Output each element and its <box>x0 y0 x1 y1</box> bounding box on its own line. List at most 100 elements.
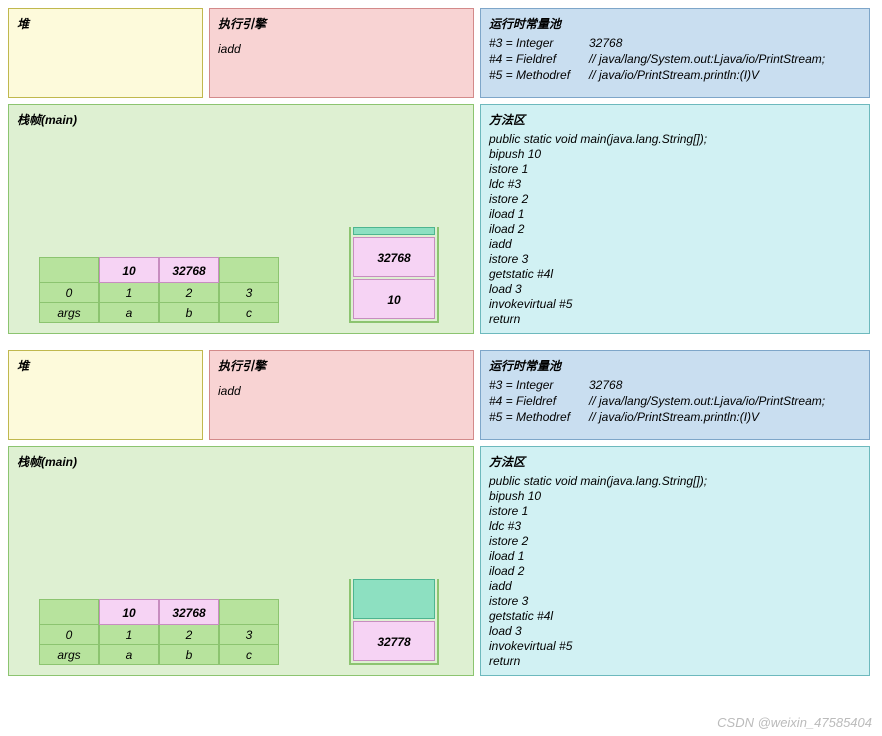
pool-key: #5 = Methodref <box>489 68 589 82</box>
lvt-name: c <box>219 645 279 665</box>
bytecode-line: iadd <box>489 237 861 252</box>
bytecode-line: istore 1 <box>489 504 861 519</box>
operand-cell <box>353 579 435 619</box>
pool-val: // java/lang/System.out:Ljava/io/PrintSt… <box>589 394 825 408</box>
heap-title: 堆 <box>17 15 194 32</box>
lvt-name: args <box>39 645 99 665</box>
bytecode-line: istore 3 <box>489 594 861 609</box>
bytecode-line: bipush 10 <box>489 489 861 504</box>
pool-entry: #3 = Integer 32768 <box>489 378 861 392</box>
stack-title: 栈帧(main) <box>17 111 465 128</box>
lvt-index: 0 <box>39 625 99 645</box>
bytecode-line: ldc #3 <box>489 177 861 192</box>
bytecode-line: getstatic #4l <box>489 609 861 624</box>
bytecode-line: iload 1 <box>489 549 861 564</box>
constant-pool-box: 运行时常量池 #3 = Integer 32768 #4 = Fieldref … <box>480 350 870 440</box>
lvt-index: 1 <box>99 283 159 303</box>
pool-entry: #5 = Methodref // java/io/PrintStream.pr… <box>489 410 861 424</box>
lvt-value: 10 <box>99 599 159 625</box>
method-area-box: 方法区public static void main(java.lang.Str… <box>480 446 870 676</box>
pool-key: #4 = Fieldref <box>489 52 589 66</box>
bytecode-line: iload 1 <box>489 207 861 222</box>
pool-val: // java/io/PrintStream.println:(I)V <box>589 68 759 82</box>
pool-title: 运行时常量池 <box>489 15 861 32</box>
lvt-slot: 327682b <box>159 257 219 323</box>
method-area-box: 方法区public static void main(java.lang.Str… <box>480 104 870 334</box>
pool-title: 运行时常量池 <box>489 357 861 374</box>
stack-title: 栈帧(main) <box>17 453 465 470</box>
lvt-value-empty <box>39 599 99 625</box>
pool-entry: #4 = Fieldref // java/lang/System.out:Lj… <box>489 52 861 66</box>
bytecode-line: load 3 <box>489 624 861 639</box>
lvt-slot: 3c <box>219 599 279 665</box>
lvt-slot: 327682b <box>159 599 219 665</box>
lvt-name: args <box>39 303 99 323</box>
pool-val: 32768 <box>589 378 622 392</box>
bytecode-line: iload 2 <box>489 564 861 579</box>
bytecode-line: public static void main(java.lang.String… <box>489 132 861 147</box>
bytecode-line: load 3 <box>489 282 861 297</box>
pool-key: #3 = Integer <box>489 36 589 50</box>
bytecode-line: bipush 10 <box>489 147 861 162</box>
lvt-value-empty <box>219 257 279 283</box>
bytecode-line: istore 2 <box>489 192 861 207</box>
method-title: 方法区 <box>489 453 861 470</box>
bytecode-line: return <box>489 312 861 327</box>
lvt-slot: 3c <box>219 257 279 323</box>
operand-stack-wrap: 3276810 <box>349 189 439 323</box>
operand-cell: 32778 <box>353 621 435 661</box>
heap-box: 堆 <box>8 8 203 98</box>
lvt-name: a <box>99 303 159 323</box>
local-var-table: 0args101a327682b3c <box>39 599 279 665</box>
pool-key: #4 = Fieldref <box>489 394 589 408</box>
operand-stack: 32778 <box>349 579 439 665</box>
lvt-value: 32768 <box>159 257 219 283</box>
engine-title: 执行引擎 <box>218 15 465 32</box>
stack-frame-box: 栈帧(main) 0args101a327682b3c 3276810 <box>8 104 474 334</box>
lvt-value-empty <box>39 257 99 283</box>
lvt-index: 2 <box>159 625 219 645</box>
bytecode-line: invokevirtual #5 <box>489 297 861 312</box>
bytecode-line: iload 2 <box>489 222 861 237</box>
lvt-index: 3 <box>219 283 279 303</box>
pool-val: // java/io/PrintStream.println:(I)V <box>589 410 759 424</box>
lvt-index: 0 <box>39 283 99 303</box>
lvt-index: 3 <box>219 625 279 645</box>
operand-stack-wrap: 32778 <box>349 541 439 665</box>
engine-box: 执行引擎 iadd <box>209 350 474 440</box>
engine-title: 执行引擎 <box>218 357 465 374</box>
bytecode-line: istore 3 <box>489 252 861 267</box>
lvt-value: 10 <box>99 257 159 283</box>
bytecode-line: istore 1 <box>489 162 861 177</box>
bytecode-line: iadd <box>489 579 861 594</box>
engine-instr: iadd <box>218 384 465 398</box>
lvt-slot: 101a <box>99 257 159 323</box>
engine-box: 执行引擎 iadd <box>209 8 474 98</box>
bytecode-line: invokevirtual #5 <box>489 639 861 654</box>
bytecode-line: ldc #3 <box>489 519 861 534</box>
operand-cell: 32768 <box>353 237 435 277</box>
lvt-slot: 101a <box>99 599 159 665</box>
lvt-name: a <box>99 645 159 665</box>
bytecode-line: getstatic #4l <box>489 267 861 282</box>
pool-entry: #4 = Fieldref // java/lang/System.out:Lj… <box>489 394 861 408</box>
lvt-index: 1 <box>99 625 159 645</box>
lvt-slot: 0args <box>39 257 99 323</box>
pool-entry: #5 = Methodref // java/io/PrintStream.pr… <box>489 68 861 82</box>
pool-key: #5 = Methodref <box>489 410 589 424</box>
constant-pool-box: 运行时常量池 #3 = Integer 32768 #4 = Fieldref … <box>480 8 870 98</box>
lvt-value: 32768 <box>159 599 219 625</box>
lvt-value-empty <box>219 599 279 625</box>
pool-key: #3 = Integer <box>489 378 589 392</box>
pool-val: // java/lang/System.out:Ljava/io/PrintSt… <box>589 52 825 66</box>
operand-stack: 3276810 <box>349 227 439 323</box>
bytecode-line: istore 2 <box>489 534 861 549</box>
lvt-name: b <box>159 303 219 323</box>
pool-entry: #3 = Integer 32768 <box>489 36 861 50</box>
lvt-slot: 0args <box>39 599 99 665</box>
operand-thin <box>353 227 435 235</box>
operand-cell: 10 <box>353 279 435 319</box>
lvt-index: 2 <box>159 283 219 303</box>
lvt-name: b <box>159 645 219 665</box>
engine-instr: iadd <box>218 42 465 56</box>
